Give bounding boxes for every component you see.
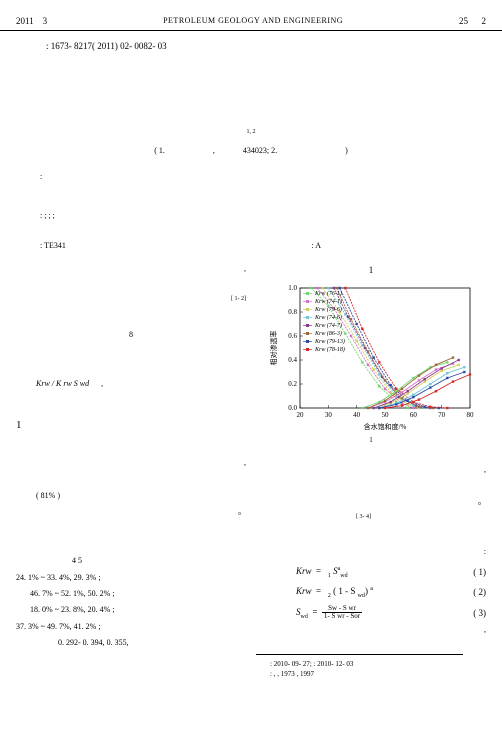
keywords-sep: : ; ; ; — [40, 211, 55, 220]
right-comma-1: , — [256, 463, 486, 477]
header-year: 2011 — [16, 16, 34, 26]
range-line-4: 37. 3% ~ 49. 7%, 41. 2% ; — [16, 620, 246, 634]
svg-text:20: 20 — [297, 411, 305, 419]
svg-text:70: 70 — [438, 411, 446, 419]
svg-text:Krw (79-13): Krw (79-13) — [314, 338, 345, 345]
svg-text:40: 40 — [353, 411, 361, 419]
svg-text:0.6: 0.6 — [288, 332, 297, 340]
section-1-heading: 1 — [16, 416, 246, 436]
equation-3: Swd = Sw - S wr1- S wr - Sor ( 3) — [256, 603, 486, 624]
affil-close: ) — [345, 146, 348, 155]
right-colon: : — [256, 545, 486, 559]
author-sup: 1, 2 — [247, 129, 256, 135]
svg-text:1.0: 1.0 — [288, 284, 297, 292]
svg-text:Krw (78-18): Krw (78-18) — [314, 346, 345, 353]
abstract-block: : : ; ; ; — [0, 155, 502, 226]
left-column: , [ 1- 2] 8 Krw / K rw S wd , 1 , ( 81% … — [16, 262, 246, 680]
class-left: : TE341 — [40, 241, 230, 250]
figure-caption: 1 — [256, 434, 486, 447]
affil-comma: , — [213, 146, 215, 155]
ratio-formula: Krw / K rw S wd , — [16, 377, 246, 391]
svg-text:Krw (74-6): Krw (74-6) — [314, 314, 342, 321]
header-vol: 25 — [459, 16, 468, 26]
relperm-chart: 20 30 40 50 60 70 80 0.0 0.2 0.4 0.6 0.8 1.0 含水饱和度/% 相… — [266, 282, 476, 432]
footnote-dates: : 2010- 09- 27; : 2010- 12- 03 — [256, 659, 486, 670]
figure-title: 1 — [256, 262, 486, 278]
range-header: 4 5 — [16, 554, 246, 568]
svg-text:0.4: 0.4 — [288, 356, 297, 364]
svg-text:80: 80 — [467, 411, 475, 419]
svg-text:60: 60 — [410, 411, 418, 419]
affil-open: ( 1. — [154, 146, 165, 155]
svg-text:30: 30 — [325, 411, 333, 419]
footnote-separator — [256, 654, 463, 655]
svg-text:Krw (79-6): Krw (79-6) — [314, 306, 342, 313]
left-comma-1: , — [16, 262, 246, 276]
svg-text:0.0: 0.0 — [288, 404, 297, 412]
journal-title: PETROLEUM GEOLOGY AND ENGINEERING — [47, 16, 459, 26]
left-comma-2: , — [16, 456, 246, 470]
equation-2: Krw = 2 ( 1 - S wd) a ( 2) — [256, 582, 486, 603]
ref-marker-1: [ 1- 2] — [231, 296, 246, 302]
range-line-3: 18. 0% ~ 23. 8%, 20. 4% ; — [16, 603, 246, 617]
range-line-5: 0. 292- 0. 394, 0. 355, — [16, 636, 246, 650]
affil-mid: 434023; 2. — [243, 146, 277, 155]
abstract-colon: : — [40, 172, 42, 181]
footnote-author: : , , 1973 , 1997 — [256, 669, 486, 680]
svg-text:0.2: 0.2 — [288, 380, 297, 388]
svg-text:相对渗透率: 相对渗透率 — [269, 330, 278, 365]
header-issue: 2 — [482, 16, 487, 26]
left-period: 。 — [16, 505, 246, 519]
svg-text:Krw (74-7): Krw (74-7) — [314, 322, 342, 329]
range-line-1: 24. 1% ~ 33. 4%, 29. 3% ; — [16, 571, 246, 585]
right-comma-2: , — [256, 623, 486, 637]
svg-text:Krw (76-1): Krw (76-1) — [314, 290, 342, 297]
percent-81: ( 81% ) — [16, 489, 246, 503]
right-period-1: 。 — [256, 495, 486, 509]
class-right: : A — [232, 241, 401, 250]
sample-count: 8 — [16, 328, 246, 342]
svg-text:Krw (86-3): Krw (86-3) — [314, 330, 342, 337]
affiliation: ( 1. , 434023; 2. ) — [0, 146, 502, 155]
article-id: : 1673- 8217( 2011) 02- 0082- 03 — [0, 31, 502, 59]
ref-marker-2: [ 3- 4] — [356, 514, 371, 520]
svg-text:含水饱和度/%: 含水饱和度/% — [364, 422, 407, 431]
page-header: 2011 3 PETROLEUM GEOLOGY AND ENGINEERING… — [0, 0, 502, 31]
classification-row: : TE341 : A — [0, 227, 502, 254]
range-line-2: 46. 7% ~ 52. 1%, 50. 2% ; — [16, 587, 246, 601]
svg-text:50: 50 — [382, 411, 390, 419]
right-column: 1 20 30 40 50 60 70 80 0.0 0.2 0.4 0.6 0.8 1.0 含水饱和度/… — [256, 262, 486, 680]
equation-1: Krw = 1 Sawd ( 1) — [256, 562, 486, 583]
svg-text:Krw (74-1): Krw (74-1) — [314, 298, 342, 305]
svg-text:0.8: 0.8 — [288, 308, 297, 316]
author-line: 1, 2 — [0, 129, 502, 138]
